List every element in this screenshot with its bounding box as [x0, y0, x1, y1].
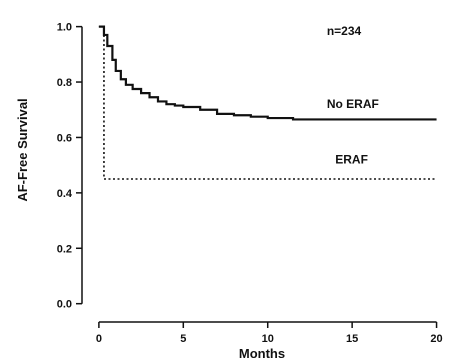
x-tick-label: 20	[430, 333, 442, 345]
x-tick-label: 5	[180, 333, 186, 345]
y-tick-label: 0.8	[57, 77, 72, 89]
x-axis-title: Months	[239, 346, 285, 361]
annotation-label: ERAF	[335, 153, 368, 167]
series-line-no-eraf	[98, 25, 437, 121]
y-tick-label: 0.4	[57, 188, 73, 200]
series-layer	[98, 25, 437, 180]
x-tick-label: 0	[96, 333, 102, 345]
x-tick-label: 15	[346, 333, 358, 345]
y-axis-title: AF-Free Survival	[15, 98, 30, 201]
series-line-eraf	[98, 25, 437, 180]
annotation-layer: n=234 No ERAF ERAF	[327, 24, 379, 167]
annotation-label: n=234	[327, 24, 362, 38]
y-tick-label: 0.2	[57, 243, 72, 255]
y-tick-label: 0.6	[57, 132, 72, 144]
x-tick-label: 10	[262, 333, 274, 345]
annotation-label: No ERAF	[327, 97, 379, 111]
x-axis-ticks: 0 5 10 15 20	[96, 322, 443, 345]
y-axis-ticks: 0.0 0.2 0.4 0.6 0.8 1.0	[57, 22, 82, 311]
y-tick-label: 0.0	[57, 299, 72, 311]
y-tick-label: 1.0	[57, 22, 72, 34]
